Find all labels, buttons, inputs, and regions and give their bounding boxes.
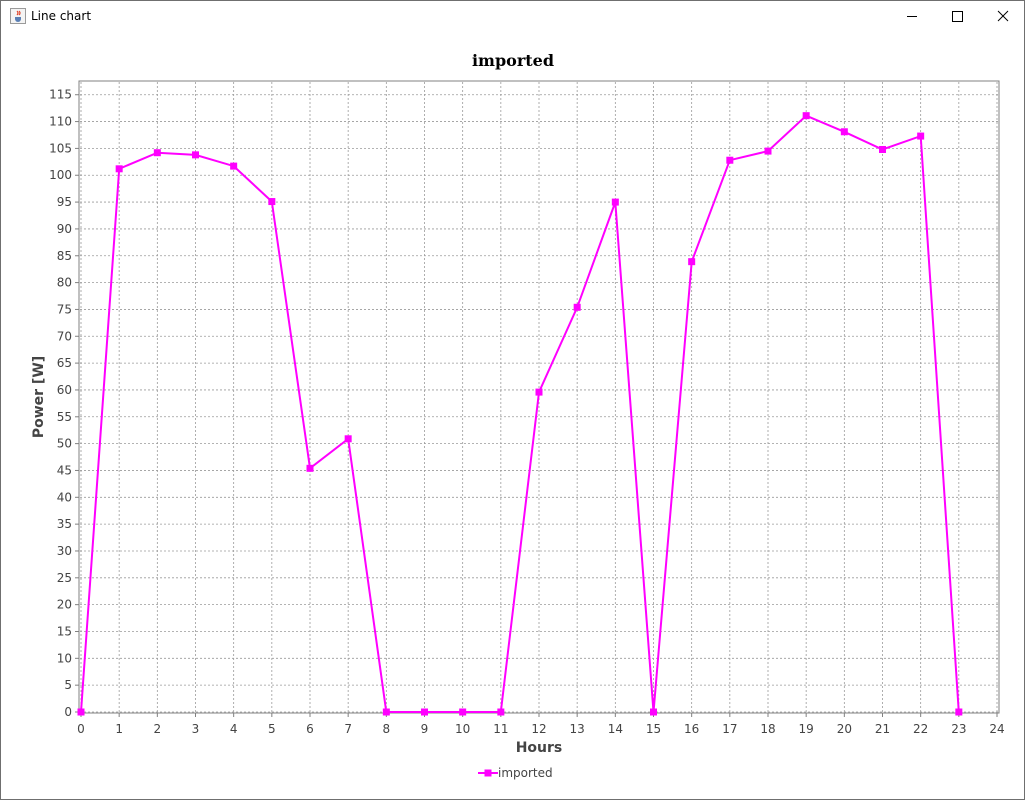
x-tick-label: 11 <box>493 722 508 736</box>
x-tick-label: 9 <box>421 722 429 736</box>
x-tick-label: 19 <box>799 722 814 736</box>
x-tick-label: 20 <box>837 722 852 736</box>
y-tick-label: 40 <box>57 490 72 504</box>
x-axis-label: Hours <box>516 740 563 756</box>
data-point <box>230 162 238 170</box>
data-point <box>917 132 925 140</box>
y-tick-label: 90 <box>57 222 72 236</box>
y-tick-label: 105 <box>49 141 72 155</box>
data-point <box>879 145 886 153</box>
y-tick-label: 5 <box>64 678 72 692</box>
x-tick-label: 7 <box>344 722 352 736</box>
y-tick-label: 45 <box>57 463 72 477</box>
y-tick-label: 70 <box>57 329 72 343</box>
y-tick-label: 65 <box>57 356 72 370</box>
x-tick-label: 18 <box>760 722 775 736</box>
y-tick-label: 60 <box>57 383 72 397</box>
title-bar[interactable]: Line chart <box>1 1 1024 31</box>
y-tick-label: 35 <box>57 517 72 531</box>
data-point <box>955 708 963 716</box>
x-tick-label: 13 <box>570 722 585 736</box>
x-tick-label: 0 <box>77 722 85 736</box>
y-tick-label: 20 <box>57 598 72 612</box>
x-tick-label: 23 <box>951 722 966 736</box>
legend-marker <box>484 769 492 777</box>
data-point <box>688 258 696 266</box>
x-tick-label: 16 <box>684 722 699 736</box>
x-tick-label: 10 <box>455 722 470 736</box>
x-tick-label: 22 <box>913 722 928 736</box>
x-tick-label: 17 <box>722 722 737 736</box>
x-tick-label: 5 <box>268 722 276 736</box>
legend: imported <box>478 766 553 780</box>
data-point <box>497 708 505 716</box>
x-tick-label: 8 <box>383 722 391 736</box>
java-cup-icon <box>10 8 26 24</box>
line-chart: imported 0 1 2 3 4 5 6 7 8 9 10 11 12 13 14 15 16 17 18 19 2… <box>31 51 1005 780</box>
axes: 0 1 2 3 4 5 6 7 8 9 10 11 12 13 14 15 16 17 18 19 20 21 22 23 24… <box>49 88 1005 736</box>
minimize-icon[interactable] <box>889 1 935 31</box>
data-point <box>306 464 314 472</box>
data-point <box>115 165 123 173</box>
data-point <box>382 708 390 716</box>
y-tick-label: 95 <box>57 195 72 209</box>
x-tick-label: 3 <box>192 722 200 736</box>
y-tick-label: 75 <box>57 302 72 316</box>
x-tick-label: 4 <box>230 722 238 736</box>
maximize-icon[interactable] <box>935 1 981 31</box>
x-tick-label: 12 <box>531 722 546 736</box>
x-tick-label: 15 <box>646 722 661 736</box>
series-line-imported <box>80 114 960 713</box>
x-tick-label: 6 <box>306 722 314 736</box>
data-point <box>459 708 467 716</box>
data-point <box>421 708 428 716</box>
x-tick-label: 24 <box>989 722 1004 736</box>
y-tick-label: 25 <box>57 571 72 585</box>
y-axis-label: Power [W] <box>31 356 47 438</box>
legend-label: imported <box>498 766 553 780</box>
y-tick-label: 55 <box>57 410 72 424</box>
data-point <box>726 156 734 164</box>
y-tick-label: 0 <box>64 705 72 719</box>
chart-title: imported <box>472 51 554 70</box>
y-tick-label: 110 <box>49 115 72 129</box>
y-tick-label: 10 <box>57 651 72 665</box>
x-tick-label: 21 <box>875 722 890 736</box>
data-point <box>573 303 581 311</box>
window-title: Line chart <box>31 9 92 23</box>
y-tick-label: 115 <box>49 88 72 102</box>
data-point <box>268 198 276 206</box>
y-tick-label: 80 <box>57 276 72 290</box>
data-point <box>611 198 619 206</box>
data-point <box>802 112 810 120</box>
data-point <box>344 435 352 443</box>
data-point <box>650 708 657 716</box>
y-tick-label: 100 <box>49 168 72 182</box>
series-layer <box>77 112 963 716</box>
x-tick-label: 2 <box>154 722 162 736</box>
close-icon[interactable] <box>981 1 1025 31</box>
data-point <box>764 147 772 155</box>
data-point <box>535 388 543 396</box>
x-tick-label: 1 <box>115 722 123 736</box>
data-point <box>77 708 85 716</box>
y-tick-label: 50 <box>57 437 72 451</box>
grid-lines <box>80 82 998 713</box>
data-point <box>840 128 848 136</box>
data-point <box>192 151 199 159</box>
y-tick-label: 85 <box>57 249 72 263</box>
x-tick-label: 14 <box>608 722 623 736</box>
data-point <box>153 149 161 157</box>
y-tick-label: 15 <box>57 624 72 638</box>
y-tick-label: 30 <box>57 544 72 558</box>
